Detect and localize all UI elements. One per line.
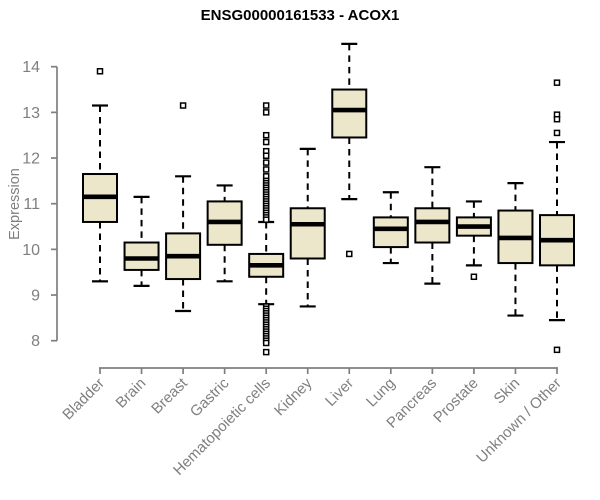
iqr-box	[372, 216, 409, 249]
box-group-bladder	[82, 68, 118, 283]
outlier-point	[179, 102, 187, 109]
outlier-point	[262, 109, 270, 116]
outlier-point	[470, 273, 478, 281]
outlier-point	[262, 216, 270, 223]
outlier-point	[553, 79, 561, 86]
outlier-point	[553, 129, 561, 137]
box-group-brain	[123, 195, 160, 288]
outlier-point	[262, 138, 270, 146]
y-axis-title: Expression	[7, 168, 23, 240]
y-tick-label: 8	[31, 333, 40, 350]
x-category-label: Skin	[491, 375, 524, 408]
outlier-point	[346, 250, 353, 258]
x-category-label: Lung	[363, 375, 399, 411]
outlier-point	[262, 166, 270, 173]
outlier-point	[262, 159, 270, 166]
y-tick-label: 13	[22, 105, 40, 122]
outlier-point	[262, 339, 270, 347]
outlier-point	[96, 68, 104, 75]
box-group-gastric	[206, 184, 243, 283]
x-category-label: Brain	[113, 375, 150, 412]
x-category-label: Bladder	[59, 375, 108, 424]
y-tick-label: 10	[22, 242, 40, 259]
x-category-label: Prostate	[430, 375, 482, 427]
outlier-point	[262, 102, 270, 109]
box-group-breast	[165, 102, 202, 313]
box-group-pancreas	[414, 166, 451, 285]
box-group-kidney	[289, 147, 326, 308]
x-category-label: Kidney	[271, 374, 316, 419]
outlier-point	[553, 115, 561, 123]
y-tick-label: 11	[23, 196, 40, 213]
iqr-box	[331, 88, 368, 139]
outlier-point	[262, 131, 270, 139]
y-tick-label: 12	[22, 151, 40, 168]
outlier-point	[262, 152, 270, 160]
outlier-point	[262, 348, 270, 356]
x-category-label: Breast	[148, 374, 191, 417]
box-group-liver	[331, 42, 368, 258]
y-tick-label: 14	[22, 59, 40, 76]
box-group-prostate	[455, 200, 492, 281]
outlier-point	[553, 346, 561, 354]
x-category-label: Liver	[322, 375, 357, 410]
iqr-box	[289, 207, 326, 260]
box-group-hematopoietic-cells	[248, 102, 285, 356]
box-group-skin	[497, 182, 534, 317]
box-group-lung	[372, 191, 409, 265]
chart-title: ENSG00000161533 - ACOX1	[200, 7, 400, 24]
box-group-unknown-other	[538, 79, 575, 354]
y-tick-label: 9	[31, 288, 40, 305]
iqr-box	[414, 207, 451, 244]
